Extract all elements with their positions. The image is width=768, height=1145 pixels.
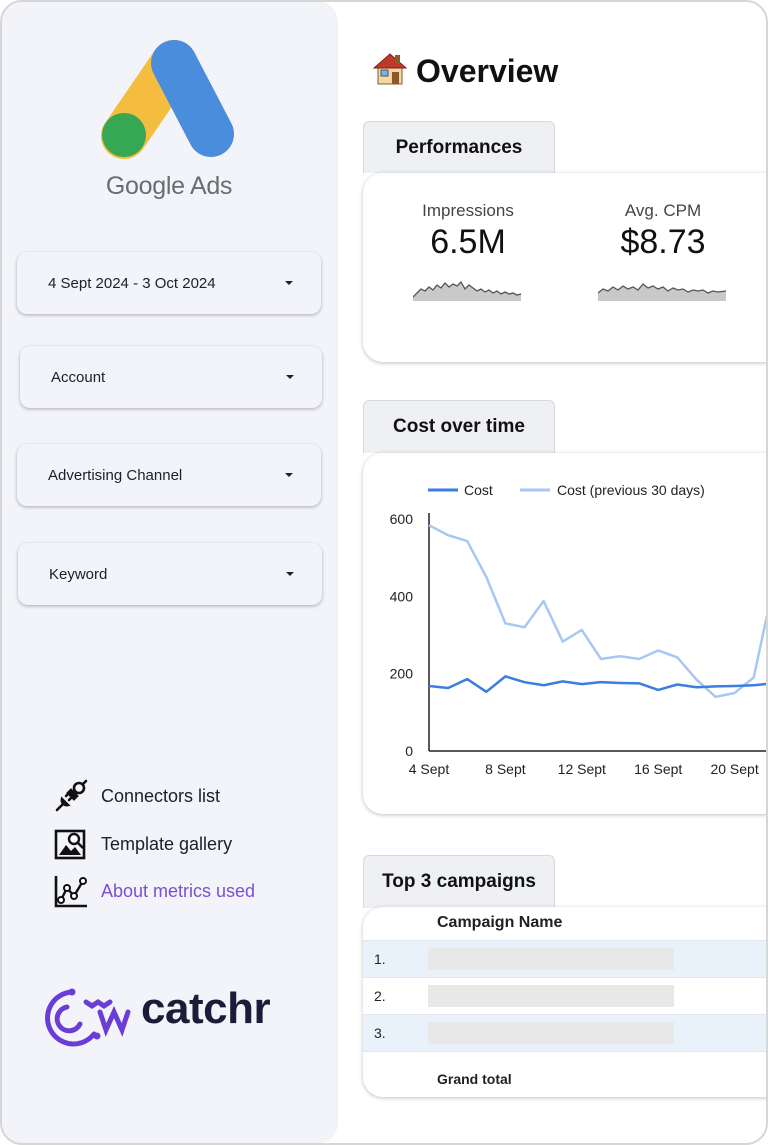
page-title: Overview <box>372 50 558 90</box>
tab-top-campaigns[interactable]: Top 3 campaigns <box>363 855 555 908</box>
google-ads-wordmark: Google Ads <box>105 172 233 200</box>
tab-top-campaigns-label: Top 3 campaigns <box>382 871 536 892</box>
date-range-dropdown[interactable]: 4 Sept 2024 - 3 Oct 2024 <box>17 252 321 314</box>
y-tick-label: 600 <box>390 511 414 527</box>
x-tick-label: 16 Sept <box>634 761 682 777</box>
google-ads-logo-icon <box>101 40 234 159</box>
chevron-down-icon <box>285 473 293 477</box>
campaign-name-placeholder <box>428 985 674 1007</box>
impressions-sparkline <box>413 280 522 301</box>
template-gallery-label: Template gallery <box>101 833 233 854</box>
account-dropdown[interactable]: Account <box>20 346 322 408</box>
advertising-channel-label: Advertising Channel <box>48 466 183 484</box>
line-chart-icon <box>54 876 87 908</box>
kpi-impressions-value: 6.5M <box>430 223 506 261</box>
row-index: 2. <box>374 988 386 1004</box>
x-tick-label: 8 Sept <box>485 761 526 777</box>
campaign-name-placeholder <box>428 948 674 970</box>
cost-line-chart: Cost Cost (previous 30 days) 0 200 400 600 4… <box>390 482 766 777</box>
page-title-text: Overview <box>416 53 559 89</box>
cost-chart-card: Cost Cost (previous 30 days) 0 200 400 600 4… <box>363 453 766 814</box>
campaign-name-placeholder <box>428 1022 674 1044</box>
column-header-campaign-name[interactable]: Campaign Name <box>437 914 563 931</box>
keyword-dropdown[interactable]: Keyword <box>18 543 322 605</box>
grand-total-label: Grand total <box>437 1071 512 1087</box>
template-gallery-link[interactable]: Template gallery <box>54 826 232 862</box>
series-line-cost <box>428 675 766 694</box>
performances-card: Impressions 6.5M Avg. CPM $8.73 <box>363 173 766 362</box>
date-range-label: 4 Sept 2024 - 3 Oct 2024 <box>48 274 216 292</box>
connectors-list-label: Connectors list <box>101 785 221 806</box>
plug-icon <box>55 779 88 812</box>
kpi-avg-cpm-value: $8.73 <box>620 223 706 261</box>
image-search-icon <box>54 829 86 860</box>
account-label: Account <box>51 368 106 386</box>
table-row[interactable]: 1. <box>363 940 766 977</box>
y-tick-label: 200 <box>390 666 414 682</box>
sidebar: Google Ads 4 Sept 2024 - 3 Oct 2024 Acco… <box>2 2 336 1143</box>
advertising-channel-dropdown[interactable]: Advertising Channel <box>17 444 321 506</box>
catchr-logo-icon <box>45 988 131 1047</box>
tab-cost-over-time-label: Cost over time <box>393 416 525 437</box>
kpi-avg-cpm-label: Avg. CPM <box>624 201 702 220</box>
about-metrics-link[interactable]: About metrics used <box>54 873 255 909</box>
tab-cost-over-time[interactable]: Cost over time <box>363 400 555 453</box>
chevron-down-icon <box>286 375 294 379</box>
house-icon <box>372 53 408 85</box>
x-tick-label: 12 Sept <box>558 761 606 777</box>
catchr-wordmark: catchr <box>141 984 271 1033</box>
chart-legend: Cost Cost (previous 30 days) <box>428 482 705 498</box>
row-index: 3. <box>374 1025 386 1041</box>
table-row[interactable]: 2. <box>363 977 766 1014</box>
chevron-down-icon <box>285 281 293 285</box>
kpi-avg-cpm: Avg. CPM $8.73 <box>588 201 738 262</box>
avg-cpm-sparkline <box>598 283 727 301</box>
keyword-label: Keyword <box>49 565 108 583</box>
kpi-impressions: Impressions 6.5M <box>393 201 543 262</box>
connectors-list-link[interactable]: Connectors list <box>54 778 220 814</box>
kpi-impressions-label: Impressions <box>422 201 514 220</box>
y-tick-label: 400 <box>390 588 414 604</box>
tab-performances-label: Performances <box>395 136 523 158</box>
table-row[interactable]: 3. <box>363 1014 766 1052</box>
y-tick-label: 0 <box>405 743 413 759</box>
about-metrics-label: About metrics used <box>101 880 256 901</box>
x-tick-label: 4 Sept <box>409 761 450 777</box>
row-index: 1. <box>374 951 386 967</box>
chevron-down-icon <box>286 572 294 576</box>
legend-label-cost: Cost <box>464 482 493 498</box>
tab-performances[interactable]: Performances <box>363 121 555 173</box>
series-line-previous <box>428 524 766 699</box>
x-tick-label: 20 Sept <box>710 761 758 777</box>
legend-label-previous: Cost (previous 30 days) <box>557 482 705 498</box>
